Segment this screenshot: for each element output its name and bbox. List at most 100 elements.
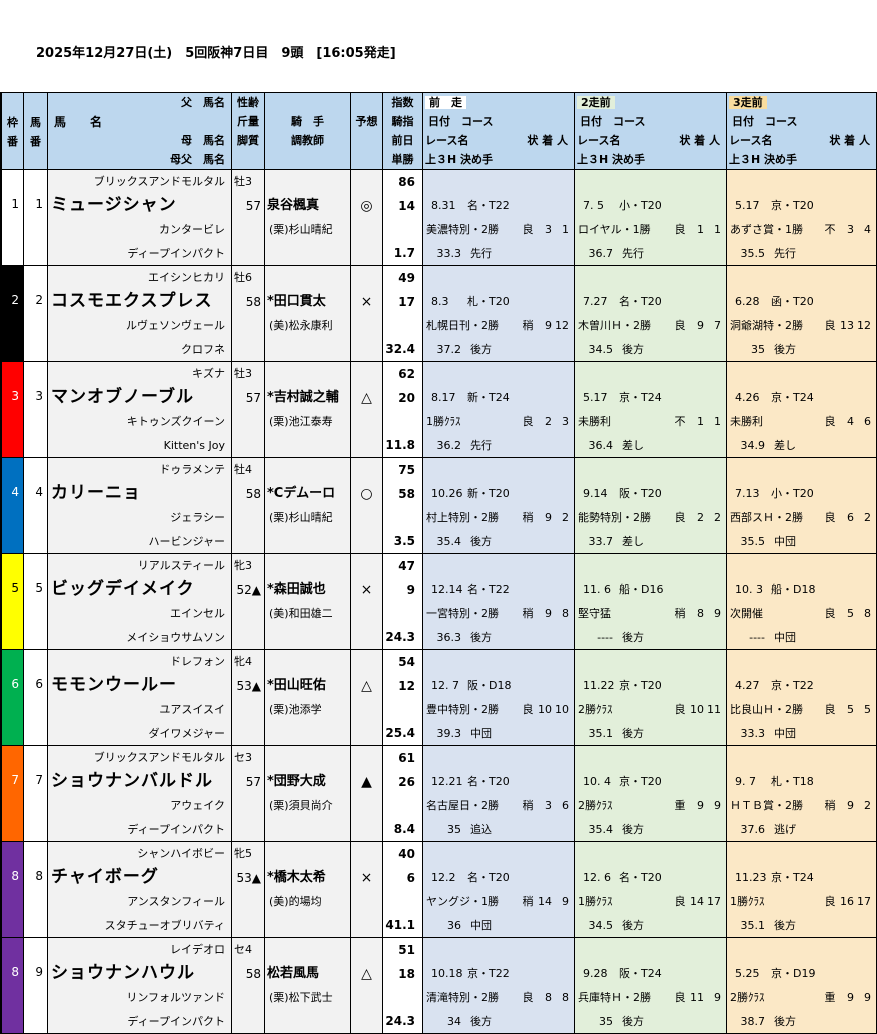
running-style: 後方 xyxy=(622,918,644,932)
track-condition: 良 xyxy=(824,702,836,716)
frame-number-cell: 8 xyxy=(2,842,24,937)
race-date: 9.14 xyxy=(583,487,608,501)
race-date: 12.21 xyxy=(431,775,463,789)
race-date: 10.26 xyxy=(431,487,463,501)
sex-age: 牡6 xyxy=(234,271,252,285)
race-name: 堅守猛 xyxy=(578,607,611,619)
prediction-mark: × xyxy=(360,581,373,598)
win-odds: 1.7 xyxy=(393,246,415,261)
race-card-table: 枠 番 馬 番 父 馬名 馬 名 母 馬名 母父 馬名 性齢 斤量 脚質 騎 手… xyxy=(0,92,877,1034)
race-date: 12. 7 xyxy=(431,679,459,693)
table-row: 2 2 エイシンヒカリ コスモエクスプレス ルヴェソンヴェール クロフネ 牡6 … xyxy=(2,266,876,362)
table-row: 8 8 シャンハイボビー チャイボーグ アンスタンフィール スタチューオブリバテ… xyxy=(2,842,876,938)
prev-race-2-cell: 7. 5 小・T20 ロイヤル・1勝良 1 1 36.7 先行 xyxy=(575,170,727,265)
track-condition: 良 xyxy=(824,606,836,620)
damsire-name: メイショウサムソン xyxy=(126,630,225,644)
track-condition: 稍 xyxy=(674,606,686,620)
race-date: 12.2 xyxy=(431,871,456,885)
race-name-header: レース名 xyxy=(729,134,773,147)
race-course: 京・D19 xyxy=(771,967,816,981)
race-name: 一宮特別・2勝 xyxy=(426,607,499,619)
frame-number-header: 枠 番 xyxy=(2,93,24,169)
finish-position: 2 xyxy=(545,414,552,428)
horse-number-cell: 7 xyxy=(24,746,48,841)
race-name: 2勝ｸﾗｽ xyxy=(578,703,613,715)
race-date: 8.3 xyxy=(431,295,449,309)
sex-age: 牡3 xyxy=(234,367,252,381)
trainer-name: (栗)松下武士 xyxy=(269,990,333,1004)
race-date: 7.13 xyxy=(735,487,760,501)
sire-name: ブリックスアンドモルタル xyxy=(93,751,225,765)
speed-index: 75 xyxy=(398,462,415,477)
finish-position: 10 xyxy=(538,702,552,716)
race-date: 9.28 xyxy=(583,967,608,981)
win-odds: 24.3 xyxy=(385,1014,415,1029)
trainer-name: (美)和田雄二 xyxy=(269,606,333,620)
horse-number-cell: 2 xyxy=(24,266,48,361)
race-date: 5.25 xyxy=(735,967,760,981)
horse-name: コスモエクスプレス xyxy=(51,291,213,312)
speed-index: 54 xyxy=(398,654,415,669)
jockey-index: 58 xyxy=(398,486,415,501)
race-date: 4.26 xyxy=(735,391,760,405)
horse-name-cell: リアルスティール ビッグデイメイク エインセル メイショウサムソン xyxy=(48,554,232,649)
table-row: 8 9 レイデオロ ショウナンハウル リンフォルツァンド ディープインパクト セ… xyxy=(2,938,876,1034)
cond-fin-pop-header: 状 着 人 xyxy=(527,134,568,147)
trainer-name: (栗)杉山晴紀 xyxy=(269,222,333,236)
running-style: 先行 xyxy=(470,438,492,452)
last-3f-time: 37.6 xyxy=(740,822,766,836)
race-course: 名・T22 xyxy=(467,583,510,597)
race-name: 洞爺湖特・2勝 xyxy=(730,319,803,331)
prev-race-2-cell: 9.14 阪・T20 能勢特別・2勝良 2 2 33.7 差し xyxy=(575,458,727,553)
carried-weight: 52▲ xyxy=(236,582,262,597)
dam-name: キトゥンズクイーン xyxy=(126,414,225,428)
jockey-name: 泉谷楓真 xyxy=(267,198,320,214)
win-odds-header-label: 単勝 xyxy=(391,153,414,166)
race-name-header: レース名 xyxy=(425,134,469,147)
race-name: 木曽川Ｈ・2勝 xyxy=(578,319,651,331)
running-style: 後方 xyxy=(470,630,492,644)
sex-age: セ3 xyxy=(234,751,252,765)
jockey-trainer-cell: *田山旺佑 (栗)池添学 xyxy=(265,650,351,745)
horse-number-header: 馬 番 xyxy=(24,93,48,169)
race-date: 10. 4 xyxy=(583,775,611,789)
agari-header: 上３H 決め手 xyxy=(729,153,798,166)
finish-position: 9 xyxy=(545,606,552,620)
leg-style xyxy=(232,506,264,530)
sex-age: セ4 xyxy=(234,943,252,957)
track-condition: 稍 xyxy=(522,510,534,524)
prediction-cell: × xyxy=(351,266,383,361)
horse-name-cell: ドゥラメンテ カリーニョ ジェラシー ハービンジャー xyxy=(48,458,232,553)
last-3f-time: 35.4 xyxy=(588,822,614,836)
prev-race-3-cell: 4.27 京・T22 比良山Ｈ・2勝良 5 5 33.3 中団 xyxy=(727,650,876,745)
prev-race-3-cell: 11.23 京・T24 1勝ｸﾗｽ 良 16 17 35.1 後方 xyxy=(727,842,876,937)
jockey-index-header-label: 騎指 xyxy=(391,115,414,128)
table-row: 6 6 ドレフォン モモンウールー ユアスイスイ ダイワメジャー 牝4 53▲ … xyxy=(2,650,876,746)
running-style: 中団 xyxy=(470,726,492,740)
running-style: 後方 xyxy=(470,342,492,356)
track-condition: 不 xyxy=(674,414,686,428)
speed-index: 47 xyxy=(398,558,415,573)
frame-number-cell: 4 xyxy=(2,458,24,553)
sex-age-weight-cell: 牡3 57 xyxy=(232,170,265,265)
date-course-header: 日付 コース xyxy=(428,115,494,128)
last-3f-time: 35 xyxy=(751,342,765,356)
jockey-name: *橋木太希 xyxy=(267,870,326,886)
prev-race-1-cell: 10.18 京・T22 清滝特別・2勝良 8 8 34 後方 xyxy=(423,938,575,1033)
prediction-cell: △ xyxy=(351,938,383,1033)
damsire-name: クロフネ xyxy=(181,342,225,356)
last-3f-time: 35 xyxy=(447,822,461,836)
horse-number-cell: 5 xyxy=(24,554,48,649)
dam-name: アウェイク xyxy=(170,798,225,812)
index-cell: 49 17 32.4 xyxy=(383,266,423,361)
running-style: 後方 xyxy=(622,1014,644,1028)
leg-style xyxy=(232,314,264,338)
race-course: 京・T20 xyxy=(619,775,662,789)
race-course: 新・T20 xyxy=(467,487,510,501)
finish-position: 9 xyxy=(697,798,704,812)
leg-style xyxy=(232,698,264,722)
trainer-name: (美)松永康利 xyxy=(269,318,333,332)
race-name: 豊中特別・2勝 xyxy=(426,703,499,715)
prev-race-3-cell: 5.17 京・T20 あずさ賞・1勝 不 3 4 35.5 先行 xyxy=(727,170,876,265)
race-date: 11. 6 xyxy=(583,583,611,597)
